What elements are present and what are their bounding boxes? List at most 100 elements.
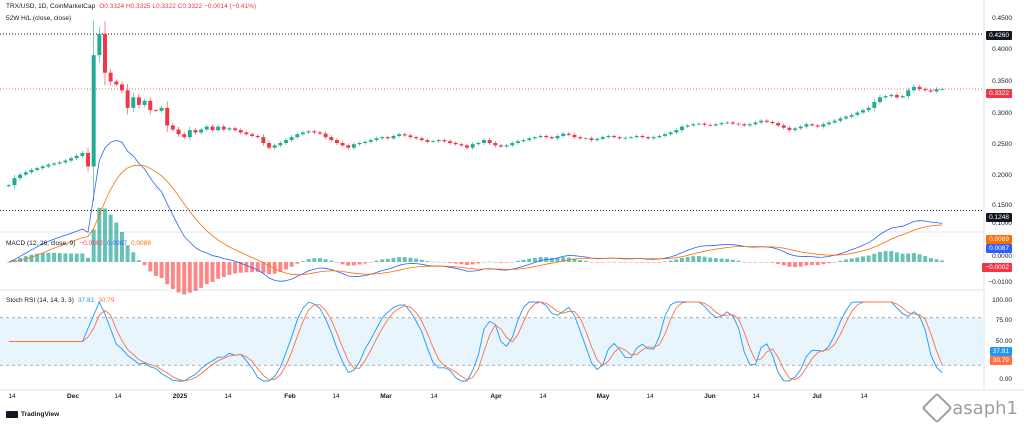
macd-histogram-bar xyxy=(448,262,453,263)
candle-body xyxy=(532,137,537,139)
macd-histogram-bar xyxy=(894,252,899,262)
52w-low-tag: 0.1248 xyxy=(986,213,1012,222)
candle-body xyxy=(408,135,413,138)
macd-histogram-bar xyxy=(397,257,402,262)
macd-histogram-bar xyxy=(414,258,419,262)
candle-body xyxy=(770,121,775,124)
candle-body xyxy=(380,137,385,139)
macd-histogram-bar xyxy=(431,261,436,263)
candle-body xyxy=(747,124,752,126)
candle-body xyxy=(889,94,894,97)
candle-body xyxy=(35,168,40,170)
candle-body xyxy=(872,102,877,108)
candle-body xyxy=(849,114,854,117)
macd-histogram-bar xyxy=(323,259,328,262)
macd-histogram-bar xyxy=(527,258,532,262)
macd-histogram-bar xyxy=(419,259,424,262)
time-axis-label: 14 xyxy=(860,393,868,400)
macd-histogram-bar xyxy=(465,262,469,266)
macd-histogram-bar xyxy=(877,251,882,262)
candle-body xyxy=(391,135,396,139)
candle-body xyxy=(538,135,543,138)
stoch-d-value: 30.79 xyxy=(98,297,115,304)
candle-body xyxy=(159,107,164,111)
candle-body xyxy=(668,132,673,135)
candle-body xyxy=(459,144,464,146)
macd-histogram-bar xyxy=(849,258,854,262)
candle-body xyxy=(691,124,696,126)
macd-histogram-bar xyxy=(204,262,209,285)
macd-histogram-bar xyxy=(250,262,255,273)
macd-histogram-bar xyxy=(787,262,792,267)
candle-body xyxy=(402,134,407,136)
candle-body xyxy=(515,141,520,143)
macd-line-tag: 0.0087 xyxy=(986,244,1012,253)
candle-body xyxy=(52,163,57,165)
candle-body xyxy=(578,137,583,139)
macd-histogram-bar xyxy=(798,262,803,267)
macd-signal-value: 0.0089 xyxy=(130,240,151,247)
candle-body xyxy=(351,144,356,148)
candle-body xyxy=(634,135,639,138)
time-axis-label: Apr xyxy=(490,393,502,400)
candle-body xyxy=(419,138,424,141)
stoch-title[interactable]: Stoch RSI (14, 14, 3, 3) xyxy=(6,297,74,304)
macd-histogram-bar xyxy=(578,259,583,262)
macd-histogram-bar xyxy=(470,262,475,265)
macd-histogram-bar xyxy=(255,262,260,272)
indicator-title[interactable]: 52W H/L (close, close) xyxy=(6,15,72,22)
candle-body xyxy=(125,90,130,108)
candle-body xyxy=(448,141,453,143)
ohlc-values: O0.3324 H0.3325 L0.3322 C0.3322 −0.0014 … xyxy=(99,3,257,10)
candle-body xyxy=(504,145,509,147)
macd-histogram-bar xyxy=(63,253,68,262)
candle-body xyxy=(894,94,899,98)
candle-body xyxy=(165,107,170,126)
candle-body xyxy=(521,140,526,142)
macd-histogram-bar xyxy=(583,260,588,262)
candle-body xyxy=(674,130,679,133)
price-axis-label: 0.4000 xyxy=(992,46,1012,53)
macd-histogram-bar xyxy=(538,257,543,262)
macd-histogram-bar xyxy=(900,253,905,262)
candle-body xyxy=(657,135,662,138)
candle-body xyxy=(153,110,158,111)
tradingview-brand[interactable]: TradingView xyxy=(6,411,59,418)
candle-body xyxy=(323,133,328,138)
candle-body xyxy=(306,131,311,133)
symbol-title[interactable]: TRX/USD, 1D, CoinMarketCap xyxy=(6,3,96,10)
tradingview-logo-icon xyxy=(6,411,18,418)
stoch-axis-label: 50.00 xyxy=(995,338,1012,345)
macd-histogram-bar xyxy=(114,222,119,262)
candle-body xyxy=(498,145,503,147)
macd-legend[interactable]: MACD (12, 26, close, 9) −0.0002 0.0087 0… xyxy=(6,240,151,247)
macd-histogram-bar xyxy=(199,262,204,288)
macd-histogram-bar xyxy=(402,257,407,262)
watermark: asaph1 xyxy=(921,392,1018,424)
time-axis-label: Mar xyxy=(380,393,392,400)
candle-body xyxy=(940,88,945,90)
macd-histogram-bar xyxy=(612,261,617,263)
indicator-legend[interactable]: 52W H/L (close, close) xyxy=(6,15,71,22)
macd-histogram-bar xyxy=(300,261,305,262)
candle-body xyxy=(900,96,905,98)
candle-body xyxy=(278,143,283,146)
macd-histogram-bar xyxy=(940,260,945,262)
candle-body xyxy=(753,122,758,125)
symbol-legend[interactable]: TRX/USD, 1D, CoinMarketCap O0.3324 H0.33… xyxy=(6,3,256,10)
candle-body xyxy=(63,160,68,163)
macd-histogram-bar xyxy=(97,207,102,262)
macd-histogram-bar xyxy=(261,262,266,273)
stoch-legend[interactable]: Stoch RSI (14, 14, 3, 3) 37.81 30.79 xyxy=(6,297,115,304)
candle-body xyxy=(923,89,928,91)
macd-histogram-bar xyxy=(227,262,232,275)
candle-body xyxy=(80,152,85,156)
macd-histogram-bar xyxy=(668,260,673,262)
candle-body xyxy=(572,134,577,138)
candle-body xyxy=(182,134,187,138)
candle-body xyxy=(487,140,492,143)
macd-histogram-bar xyxy=(934,259,939,262)
macd-signal-tag: 0.0089 xyxy=(986,235,1012,244)
macd-title[interactable]: MACD (12, 26, close, 9) xyxy=(6,240,76,247)
